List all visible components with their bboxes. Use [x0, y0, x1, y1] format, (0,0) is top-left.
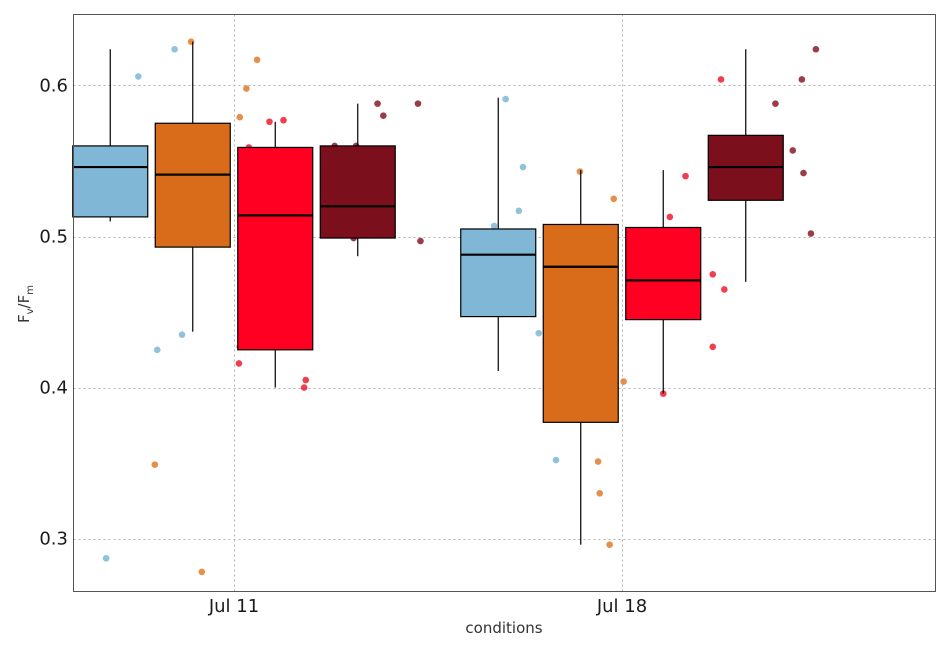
y-tick-labels: 0.3 0.4 0.5 0.6 [39, 75, 68, 549]
y-tick-label: 0.3 [39, 529, 68, 550]
x-tick-labels: Jul 11 Jul 18 [208, 596, 647, 617]
data-point [812, 45, 820, 53]
data-point [682, 172, 689, 180]
data-point [151, 461, 159, 468]
data-point [198, 568, 206, 576]
data-point [798, 76, 806, 83]
data-point [171, 45, 178, 53]
data-point [417, 237, 424, 245]
box-group [707, 49, 784, 282]
data-point [620, 378, 627, 385]
data-point [380, 112, 387, 120]
y-axis-title-main: F [15, 314, 33, 323]
data-point [606, 541, 613, 548]
box [460, 228, 537, 318]
data-point [490, 222, 498, 230]
box-group [460, 97, 537, 371]
box-group [625, 170, 702, 394]
box [72, 145, 149, 218]
box-group [319, 103, 396, 257]
data-point [414, 100, 422, 107]
data-point [659, 390, 667, 397]
data-point [807, 230, 815, 237]
y-axis-title-sub-2: m [25, 285, 36, 295]
data-point [187, 38, 195, 45]
y-tick-label: 0.6 [39, 75, 68, 96]
box [237, 146, 314, 351]
box [154, 122, 231, 248]
box [625, 226, 702, 321]
box [319, 145, 396, 239]
data-point [772, 100, 779, 107]
data-point [596, 490, 604, 497]
box [542, 223, 619, 423]
data-point [374, 100, 381, 107]
data-point [178, 331, 186, 339]
y-tick-label: 0.4 [39, 378, 68, 399]
data-point [135, 73, 142, 80]
x-tick-label: Jul 18 [596, 596, 647, 617]
data-point [102, 554, 110, 562]
data-point [709, 271, 717, 278]
x-axis-title: conditions [465, 619, 542, 637]
data-point [717, 76, 725, 83]
box-group [237, 121, 314, 388]
data-point [800, 169, 807, 177]
data-point [610, 195, 618, 203]
data-point [666, 213, 674, 221]
data-point [709, 343, 717, 351]
data-point [789, 147, 797, 154]
data-point [153, 346, 161, 354]
y-axis-title-sub-1: v [25, 308, 36, 314]
data-point [594, 458, 602, 465]
data-point [576, 168, 584, 175]
data-point [235, 360, 243, 367]
data-point [280, 116, 287, 124]
data-point [721, 286, 728, 293]
box-series [72, 41, 784, 545]
data-point [552, 456, 560, 464]
data-point [300, 384, 308, 391]
x-tick-label: Jul 11 [208, 596, 259, 617]
data-point [243, 85, 250, 92]
box-group [542, 170, 619, 545]
y-axis-title: Fv/Fm [15, 285, 36, 323]
box-group [72, 49, 149, 222]
y-axis-title-separator: /F [15, 295, 33, 309]
y-tick-label: 0.5 [39, 227, 68, 248]
box-group [154, 41, 231, 332]
data-point [515, 207, 523, 215]
data-point [535, 329, 542, 337]
data-point [253, 56, 261, 64]
data-point [302, 376, 310, 384]
plot-frame [73, 14, 936, 592]
data-point [236, 113, 244, 121]
data-point [266, 118, 273, 126]
data-point [502, 95, 509, 103]
data-point [519, 163, 527, 171]
